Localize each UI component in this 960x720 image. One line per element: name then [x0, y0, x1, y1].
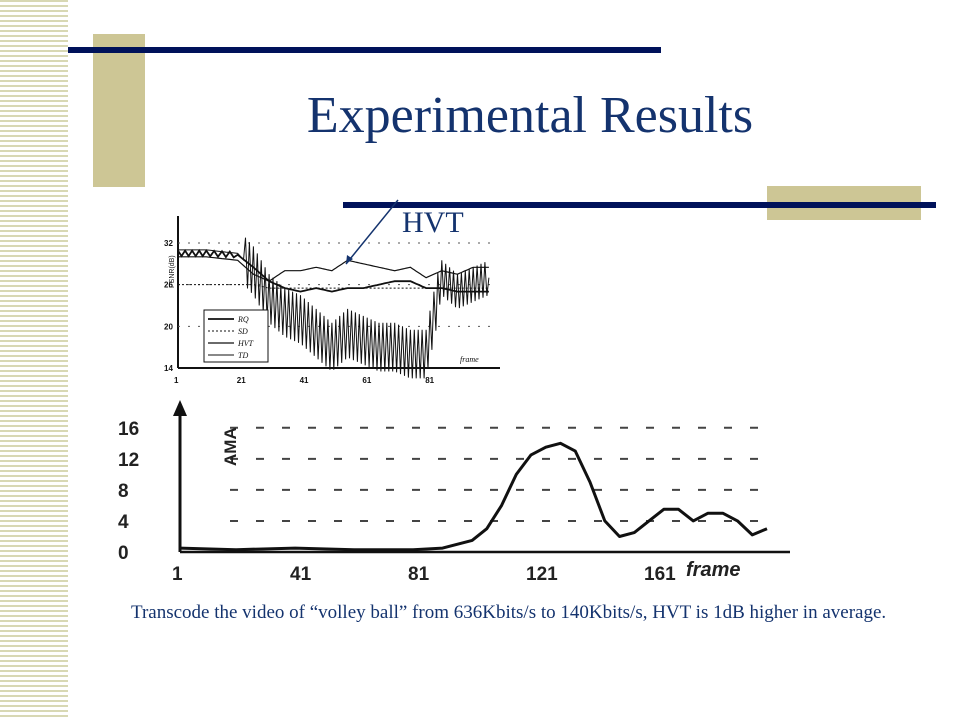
y-tick-label: 0 [118, 543, 129, 564]
hvt-callout: HVT [402, 206, 464, 239]
legend-label: SD [238, 327, 248, 336]
tan-block-left [93, 34, 145, 187]
legend-label: RQ [237, 315, 249, 324]
x-tick-label: 41 [300, 376, 309, 385]
x-axis-label: frame [460, 355, 479, 364]
navy-bar-top [68, 47, 661, 53]
y-axis-label: AMA [221, 427, 240, 466]
striped-decoration [0, 0, 68, 720]
legend-label: HVT [237, 339, 254, 348]
y-tick-label: 26 [164, 281, 173, 290]
x-axis-label: frame [686, 559, 740, 581]
x-tick-label: 41 [290, 564, 312, 585]
y-axis-label: PSNR(dB) [169, 255, 176, 288]
x-tick-label: 1 [174, 376, 179, 385]
caption: Transcode the video of “volley ball” fro… [131, 602, 887, 623]
y-tick-label: 12 [118, 450, 139, 471]
navy-bar-right [343, 202, 936, 208]
y-tick-label: 8 [118, 481, 129, 502]
y-axis-arrowhead [173, 400, 187, 416]
series-line-td [178, 237, 490, 379]
x-tick-label: 121 [526, 564, 558, 585]
page-title: Experimental Results [306, 87, 754, 144]
callout-arrow [345, 199, 399, 265]
legend-label: TD [238, 351, 248, 360]
callout-arrowhead [346, 255, 353, 264]
x-tick-label: 81 [425, 376, 434, 385]
series-line-ama [179, 441, 768, 552]
y-tick-label: 32 [164, 239, 173, 248]
y-tick-label: 20 [164, 322, 173, 331]
x-tick-label: 161 [644, 564, 676, 585]
x-tick-label: 81 [408, 564, 430, 585]
x-tick-label: 1 [172, 564, 183, 585]
y-tick-label: 4 [118, 512, 129, 533]
y-tick-label: 16 [118, 419, 139, 440]
y-tick-label: 14 [164, 364, 173, 373]
x-tick-label: 21 [237, 376, 246, 385]
series-line-sd [178, 284, 489, 289]
x-tick-label: 61 [362, 376, 371, 385]
